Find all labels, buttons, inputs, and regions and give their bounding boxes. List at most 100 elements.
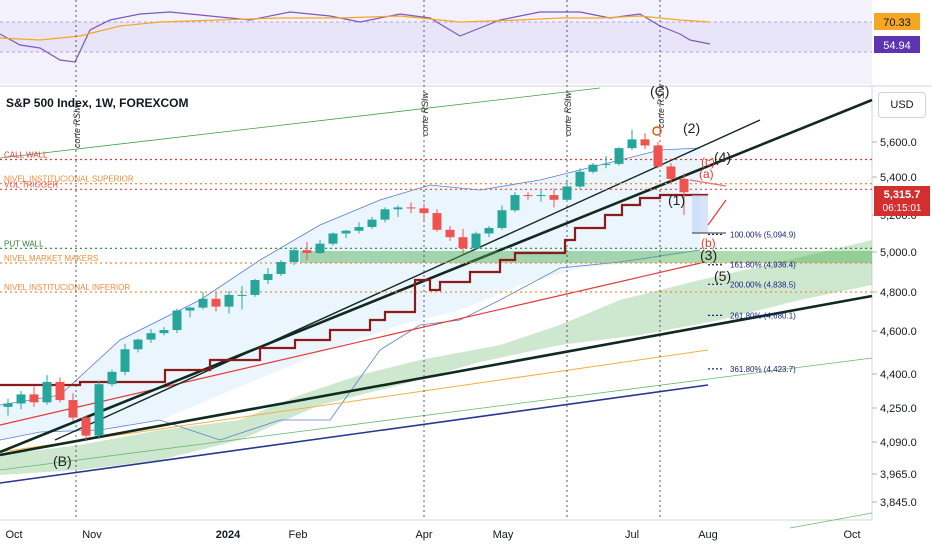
wave-label: (5) xyxy=(714,268,731,284)
candle-body xyxy=(3,403,13,407)
event-label: corte RSIw xyxy=(72,103,82,148)
candle-body xyxy=(653,145,663,167)
candle-body xyxy=(536,195,546,197)
candle-body xyxy=(510,195,520,211)
wave-label: (B) xyxy=(53,453,72,469)
y-tick-label: 4,250.0 xyxy=(880,403,917,415)
fib-label: 200.00% (4,838.5) xyxy=(730,280,796,289)
x-tick-label: 2024 xyxy=(216,529,241,541)
candle-body xyxy=(562,186,572,200)
level-label: NIVEL INSTITUCIONAL SUPERIOR xyxy=(4,175,134,184)
candle-body xyxy=(55,381,65,401)
rsi-line xyxy=(0,11,711,63)
fib-levels: 100.00% (5,094.9) 161.80% (4,936.4) 200.00… xyxy=(708,230,796,374)
candle-body xyxy=(575,171,585,187)
bollinger-lower xyxy=(0,249,701,441)
candle-body xyxy=(666,166,676,179)
event-lines xyxy=(75,0,661,520)
price-badge-countdown: 06:15:01 xyxy=(883,203,922,214)
event-labels: corte RSIw corte RSIw corte RSIw corte R… xyxy=(72,83,666,148)
candle-body xyxy=(276,262,286,274)
candle-body xyxy=(367,219,377,228)
rsi-signal-line xyxy=(0,15,711,41)
candle-body xyxy=(133,339,143,350)
rsi-badge-lower-value: 54.94 xyxy=(883,40,911,52)
candle-body xyxy=(289,250,299,262)
level-label: NIVEL INSTITUCIONAL INFERIOR xyxy=(4,283,130,292)
wave-marker-icon xyxy=(652,126,662,136)
green-cloud xyxy=(0,240,872,475)
price-badge xyxy=(874,186,930,216)
rsi-badge-lower xyxy=(874,36,920,53)
candle-body xyxy=(211,298,221,307)
candle-body xyxy=(419,208,429,214)
y-axis: 5,600.05,400.05,200.05,000.04,800.04,600… xyxy=(872,137,917,509)
wave-label: (2) xyxy=(683,120,700,136)
y-tick-label: 4,800.0 xyxy=(880,287,917,299)
channel-green-lower xyxy=(0,357,873,471)
level-label: NIVEL MARKET MAKERS xyxy=(4,254,98,263)
candle-body xyxy=(380,209,390,220)
rsi-badge-upper-value: 70.33 xyxy=(883,17,911,29)
y-tick-label: 5,600.0 xyxy=(880,137,917,149)
candle-body xyxy=(393,207,403,210)
event-label: corte RSIw xyxy=(563,91,573,136)
wave-label: (4) xyxy=(714,149,731,165)
candle-body xyxy=(224,294,234,307)
x-tick-label: Oct xyxy=(843,529,860,541)
y-tick-label: 4,090.0 xyxy=(880,437,917,449)
x-tick-label: Apr xyxy=(415,529,432,541)
candle-body xyxy=(458,237,468,249)
currency-button[interactable]: USD xyxy=(878,92,926,118)
level-label: VOL TRIGGER xyxy=(4,180,58,189)
wave-label: (a) xyxy=(699,167,714,181)
y-tick-label: 4,400.0 xyxy=(880,369,917,381)
projection-box xyxy=(692,195,708,233)
x-tick-label: Oct xyxy=(5,529,22,541)
price-badge-value: 5,315.7 xyxy=(884,189,921,201)
wave-labels: (B) (C) (2) (4) (1) (3) (5) (a) (b) (c) xyxy=(53,83,731,469)
channel-green-upper xyxy=(0,87,601,159)
x-tick-label: Aug xyxy=(698,529,718,541)
channel-green-bottom xyxy=(789,512,873,529)
bollinger-fill xyxy=(0,148,700,440)
candle-body xyxy=(237,294,247,296)
candle-body xyxy=(198,298,208,308)
level-lines: CALL WALL NIVEL INSTITUCIONAL SUPERIORVOL… xyxy=(0,151,872,293)
event-label: corte RSIw xyxy=(656,83,666,128)
candle-body xyxy=(627,139,637,149)
wave-label: (c) xyxy=(701,155,715,169)
rsi-badge-upper xyxy=(874,13,920,30)
x-tick-label: Nov xyxy=(82,529,102,541)
trendline-upper xyxy=(0,98,873,454)
candle-body xyxy=(185,307,195,311)
candle-body xyxy=(68,400,78,418)
fib-label: 261.80% (4,680.1) xyxy=(730,311,796,320)
candle-body xyxy=(29,394,39,403)
candle-body xyxy=(484,227,494,234)
event-label: corte RSIw xyxy=(420,91,430,136)
projection-arrow xyxy=(707,199,727,226)
staircase-line xyxy=(0,193,708,387)
wave-label: (C) xyxy=(650,83,669,99)
rsi-band xyxy=(0,22,872,52)
fib-label: 100.00% (5,094.9) xyxy=(730,230,796,239)
candle-body xyxy=(328,233,338,244)
y-tick-label: 3,965.0 xyxy=(880,469,917,481)
wave-label: (b) xyxy=(701,236,716,250)
fib-label: 361.80% (4,423.7) xyxy=(730,365,796,374)
candle-body xyxy=(172,310,182,331)
candle-body xyxy=(614,148,624,164)
candle-body xyxy=(679,178,689,193)
candle-body xyxy=(588,164,598,172)
x-tick-label: Jul xyxy=(625,529,639,541)
x-tick-label: Feb xyxy=(289,529,308,541)
wave-label: (3) xyxy=(700,247,717,263)
x-axis: Oct Nov 2024 Feb Apr May Jul Aug Oct xyxy=(5,529,860,541)
x-tick-label: May xyxy=(493,529,514,541)
ma-navy xyxy=(0,384,709,484)
candle-body xyxy=(445,229,455,238)
y-tick-label: 5,000.0 xyxy=(880,247,917,259)
